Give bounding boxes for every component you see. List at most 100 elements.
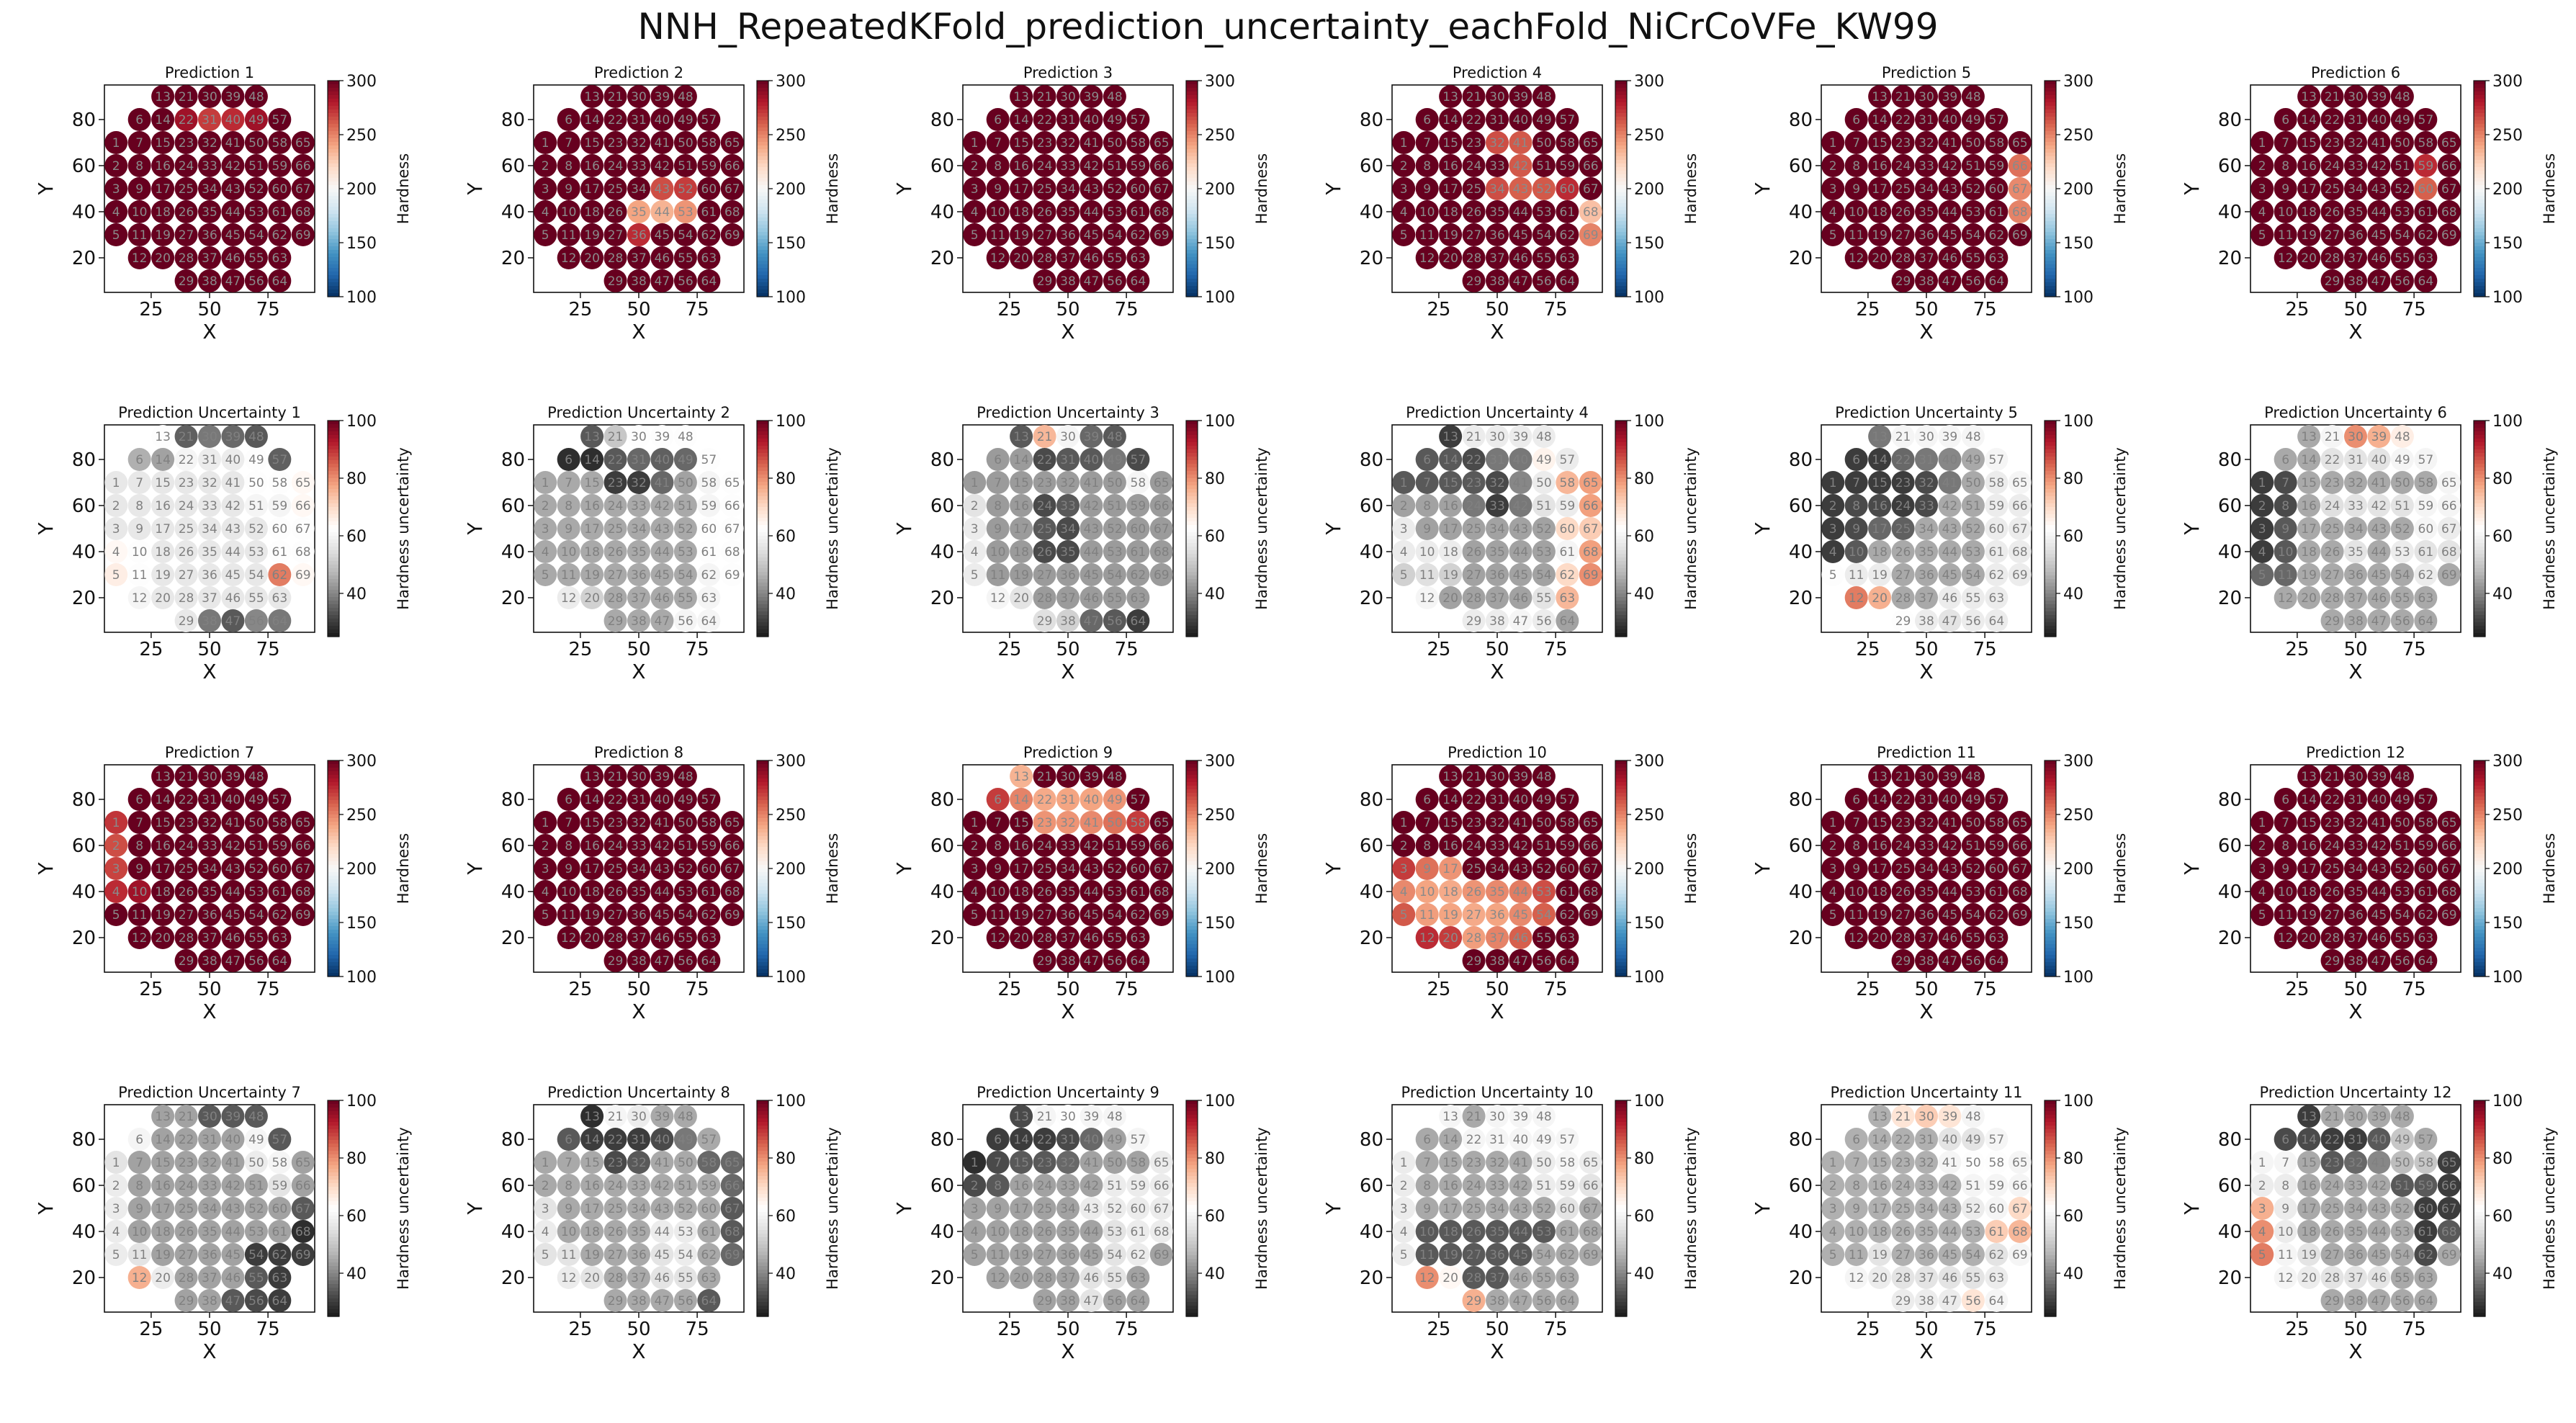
colorbar-tick-label: 60 [1205,1208,1225,1226]
point-label: 32 [1060,136,1076,151]
point-label: 39 [2371,90,2387,104]
scatter-point [986,200,1010,223]
point-label: 42 [1513,499,1529,513]
colorbar-segment [1186,275,1198,279]
colorbar-segment [1615,225,1627,229]
colorbar-segment [757,442,768,446]
colorbar-segment [1615,1100,1627,1105]
point-label: 8 [1852,839,1860,853]
point-label: 12 [990,931,1006,946]
point-label: 61 [2418,885,2434,899]
colorbar-segment [757,239,768,243]
x-tick-label: 75 [2402,299,2426,320]
point-label: 13 [155,770,171,784]
colorbar-segment [757,966,768,970]
scatter-points: 1234567891011121314151617181920212223242… [104,765,315,972]
point-label: 52 [248,182,264,197]
colorbar-label: Hardness [395,833,412,904]
colorbar-segment [2474,81,2485,85]
colorbar-segment [757,832,768,837]
point-label: 23 [608,136,624,151]
scatter-point [244,269,268,292]
point-label: 51 [1107,1179,1123,1193]
y-axis-label: Y [2180,522,2204,536]
colorbar-segment [1186,88,1198,92]
colorbar-segment [328,1273,339,1278]
point-label: 39 [655,770,670,784]
point-label: 64 [272,274,288,289]
y-tick-label: 60 [501,156,525,177]
point-label: 49 [1536,793,1552,807]
colorbar-segment [1615,626,1627,630]
point-label: 16 [1013,499,1029,513]
colorbar-segment [2474,250,2485,254]
scatter-point [198,131,221,154]
scatter-point [2390,131,2414,154]
scatter-point [221,223,245,246]
point-label: 29 [1895,954,1911,969]
scatter-point [221,177,245,200]
colorbar-segment [2045,890,2056,894]
point-label: 45 [1084,1248,1100,1262]
scatter-point [557,494,580,517]
point-label: 30 [202,770,217,784]
point-label: 36 [631,568,647,583]
point-label: 53 [678,205,694,220]
colorbar-tick-label: 200 [776,181,806,199]
scatter-point [1149,200,1173,223]
scatter-point [673,425,697,448]
colorbar-segment [757,446,768,450]
point-label: 26 [179,1225,194,1239]
colorbar-segment [2474,478,2485,482]
point-label: 24 [608,499,624,513]
scatter-point [603,108,627,131]
colorbar-segment [2474,225,2485,229]
point-label: 60 [2418,522,2434,537]
point-label: 29 [1895,614,1911,629]
point-label: 68 [295,545,311,560]
colorbar-segment [328,439,339,443]
colorbar-segment [2474,804,2485,808]
point-label: 16 [2301,159,2317,174]
point-label: 33 [1060,1179,1076,1193]
colorbar-segment [328,543,339,547]
point-label: 33 [631,1179,647,1193]
scatter-point [127,448,151,471]
point-label: 40 [225,113,241,127]
colorbar-segment [1615,185,1627,189]
colorbar-segment [2045,286,2056,290]
point-label: 38 [631,274,647,289]
scatter-point [2274,154,2297,177]
colorbar-tick-label: 60 [1205,528,1225,546]
colorbar-segment [2474,597,2485,601]
point-label: 41 [1513,816,1529,830]
scatter-point [127,200,151,223]
point-label: 52 [2395,182,2410,197]
point-label: 15 [2301,136,2317,151]
colorbar-segment [2045,937,2056,941]
colorbar-segment [2045,275,2056,279]
point-label: 44 [1513,545,1529,560]
point-label: 48 [1536,770,1552,784]
point-label: 56 [678,1294,694,1308]
scatter-points: 1234567891011121314151617181920212223242… [963,425,1173,632]
scatter-point [268,540,292,563]
point-label: 65 [1583,476,1599,490]
point-label: 45 [655,908,670,923]
point-label: 22 [1466,1133,1482,1147]
colorbar-segment [2045,261,2056,265]
point-label: 45 [655,568,670,583]
scatter-point [2390,200,2414,223]
point-label: 11 [1419,568,1435,583]
point-label: 62 [2418,908,2434,923]
point-label: 14 [2301,453,2317,467]
colorbar-segment [2045,485,2056,490]
point-label: 15 [1872,816,1888,830]
scatter-point [1149,154,1173,177]
point-label: 25 [1466,1202,1482,1216]
colorbar-segment [2474,91,2485,96]
colorbar-segment [2474,825,2485,830]
point-label: 56 [1536,954,1552,969]
scatter-point [268,177,292,200]
point-label: 7 [1852,476,1860,490]
